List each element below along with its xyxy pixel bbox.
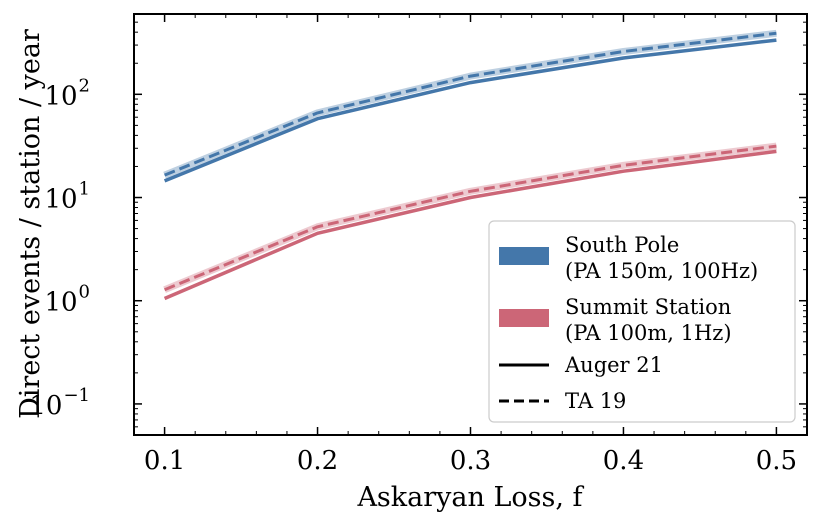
- series-line-south_pole_ta: [164, 31, 777, 177]
- series-line-south_pole_auger: [163, 38, 777, 183]
- y-tick-exponent: 1: [79, 179, 90, 200]
- axis-ticks: 0.1 0.2 0.3 0.4 0.5 1 0 −1 100 101 102: [29, 14, 807, 476]
- legend-swatch: [499, 247, 549, 265]
- x-tick-label: 0.4: [603, 446, 644, 476]
- y-tick-label: 101: [44, 179, 90, 215]
- legend-label: South Pole: [565, 233, 679, 257]
- y-tick-exponent: 0: [79, 282, 90, 303]
- legend-label: Summit Station: [565, 295, 731, 319]
- y-axis-label: Direct events / station / year: [15, 29, 46, 419]
- legend: South Pole(PA 150m, 100Hz) Summit Station…: [488, 220, 796, 423]
- plot-lines: [163, 29, 777, 301]
- legend-label: TA 19: [565, 389, 626, 413]
- series-line-summit_auger: [163, 149, 777, 301]
- series-line-summit_ta: [164, 144, 777, 292]
- x-tick-label: 0.1: [144, 446, 185, 476]
- x-tick-label: 0.5: [756, 446, 797, 476]
- series-halo-south_pole_ta: [163, 29, 777, 179]
- y-tick-label: 102: [44, 75, 90, 111]
- y-tick-label: 100: [44, 282, 90, 318]
- legend-swatch: [499, 309, 549, 327]
- y-tick-exponent: 2: [79, 75, 90, 96]
- legend-label: (PA 150m, 100Hz): [565, 259, 758, 283]
- legend-box: [488, 220, 796, 423]
- x-axis-label: Askaryan Loss, f: [356, 482, 584, 513]
- legend-label: (PA 100m, 1Hz): [565, 321, 732, 345]
- x-tick-label: 0.2: [297, 446, 338, 476]
- x-tick-label: 0.3: [450, 446, 491, 476]
- legend-label: Auger 21: [564, 353, 663, 377]
- y-tick-exponent: −1: [63, 385, 90, 406]
